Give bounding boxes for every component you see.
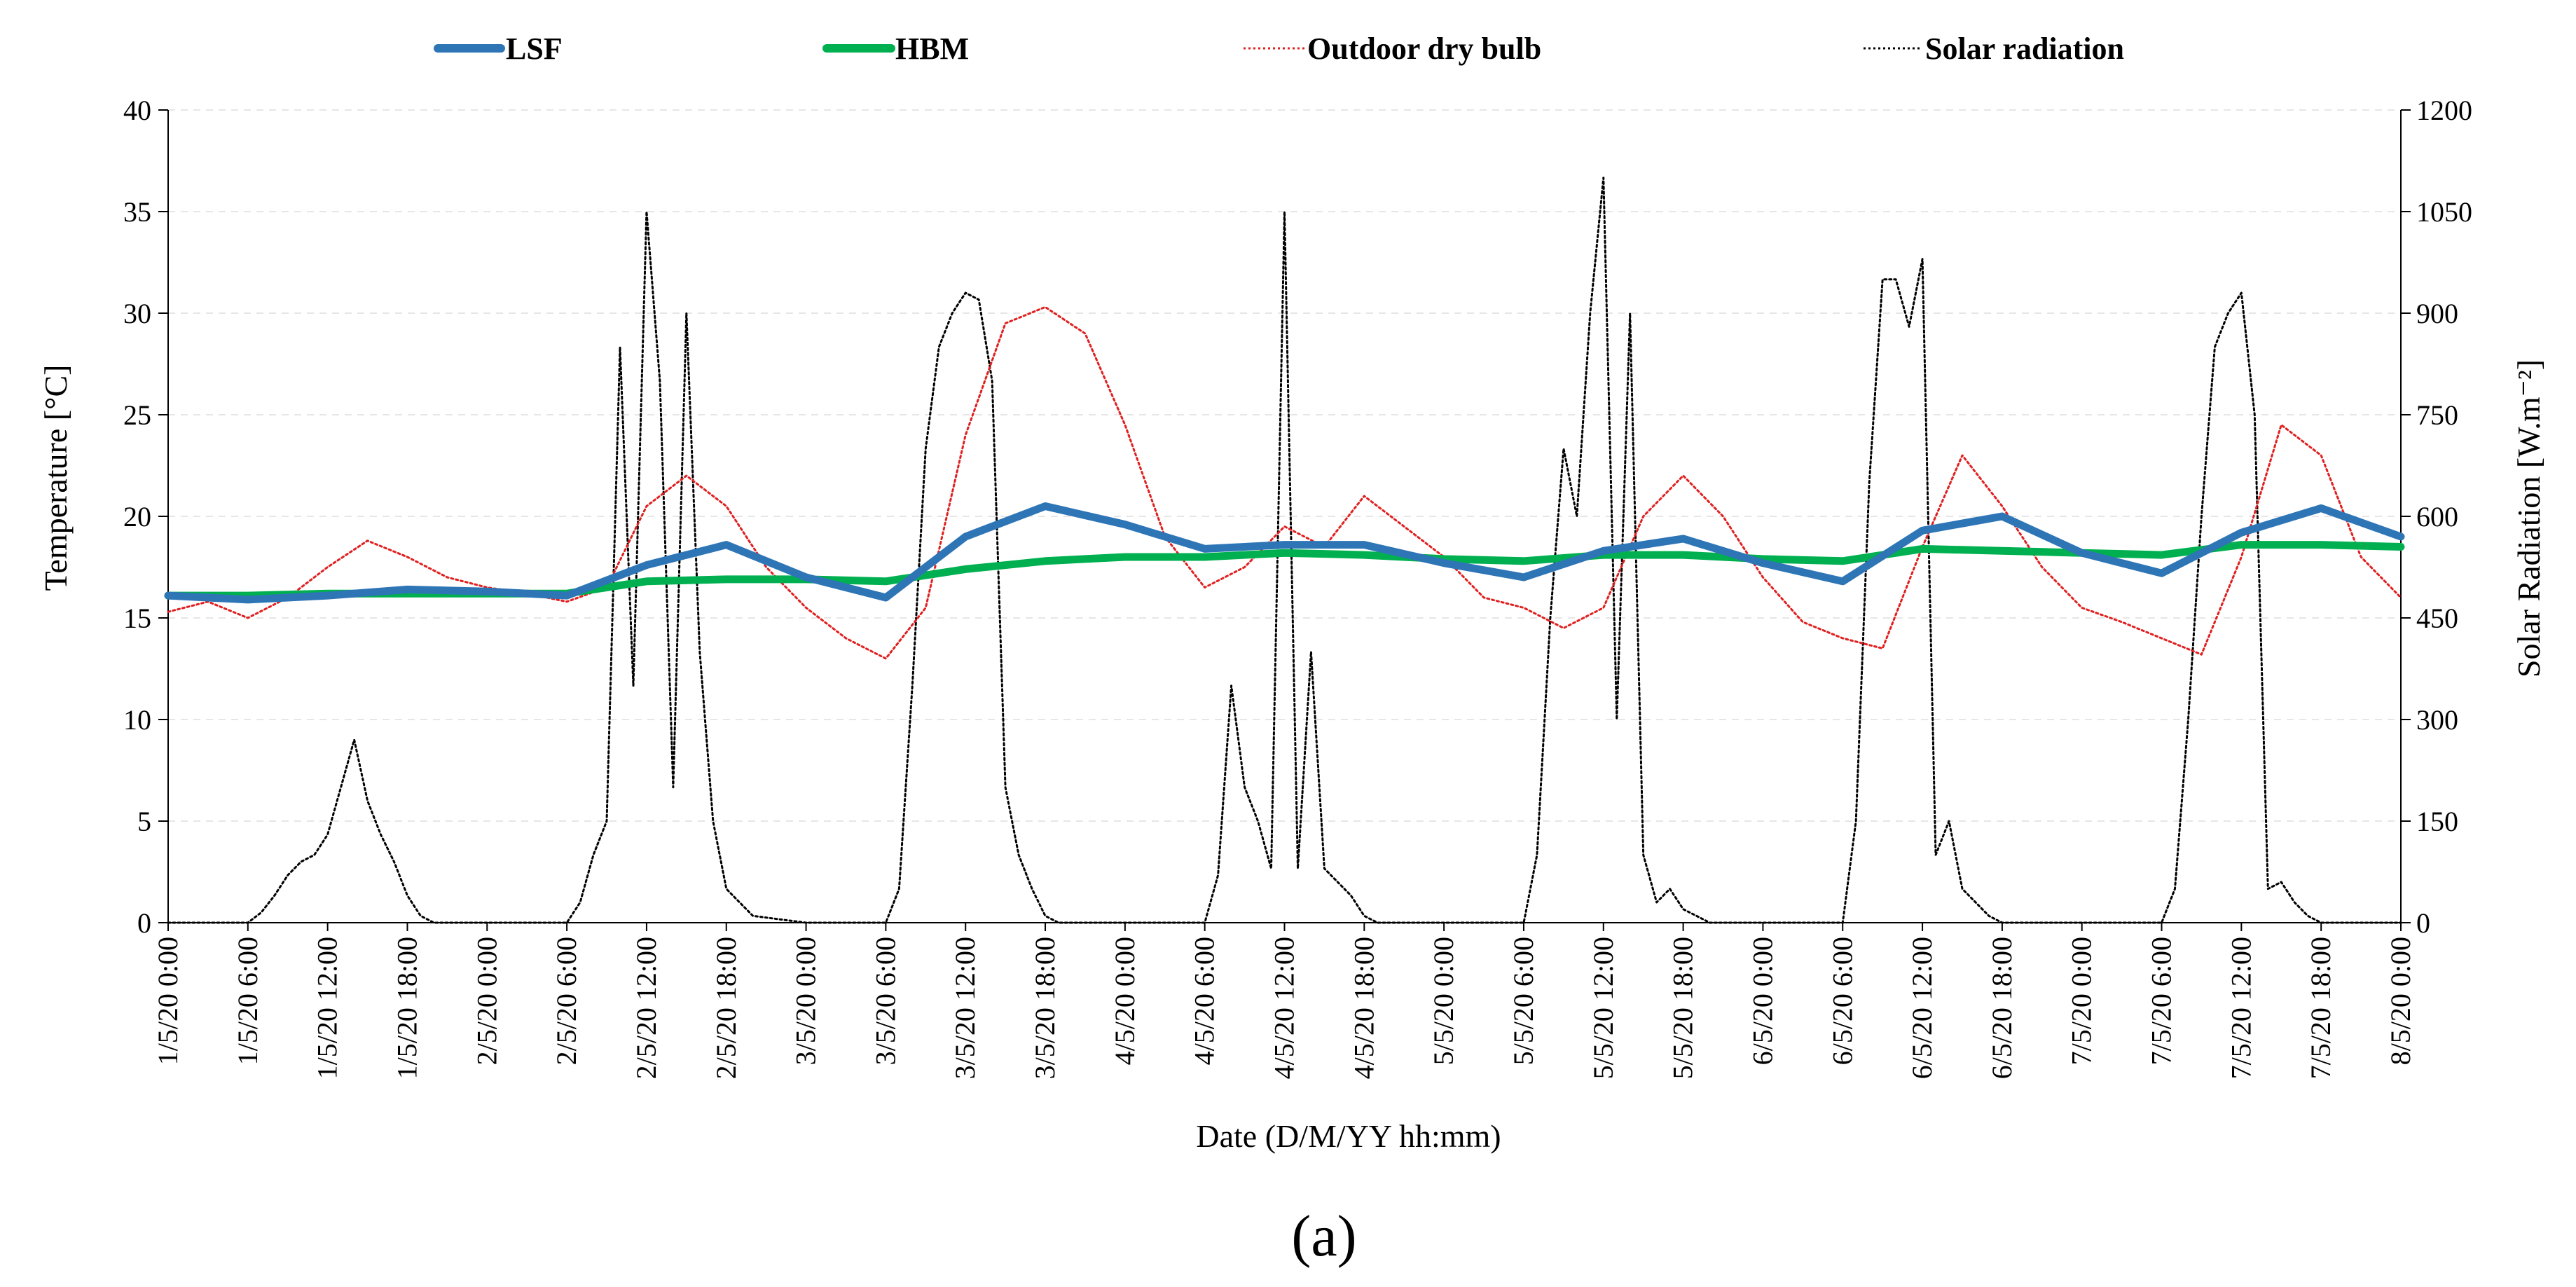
x-tick-label: 1/5/20 12:00 xyxy=(312,937,343,1079)
y-tick-label: 25 xyxy=(123,399,151,431)
x-tick-label: 2/5/20 12:00 xyxy=(631,937,662,1079)
x-axis-title: Date (D/M/YY hh:mm) xyxy=(1196,1118,1501,1154)
legend-item-solar-radiation: Solar radiation xyxy=(1864,32,2124,66)
x-tick-label: 8/5/20 0:00 xyxy=(2385,937,2416,1065)
x-tick-label: 1/5/20 18:00 xyxy=(391,937,422,1079)
x-tick-label: 4/5/20 18:00 xyxy=(1348,937,1379,1079)
x-tick-label: 3/5/20 6:00 xyxy=(869,937,901,1065)
x-tick-label: 7/5/20 6:00 xyxy=(2146,937,2177,1065)
y-tick-label: 30 xyxy=(123,298,151,329)
left-y-axis-ticks: 0 5 10 15 20 25 30 35 40 xyxy=(123,95,151,939)
x-tick-label: 3/5/20 12:00 xyxy=(949,937,981,1079)
series-line-solar-radiation xyxy=(167,177,2402,924)
y2-tick-label: 600 xyxy=(2416,501,2458,532)
y2-axis-title: Solar Radiation [W.m⁻²] xyxy=(2511,359,2547,677)
x-tick-label: 2/5/20 18:00 xyxy=(710,937,742,1079)
y2-tick-label: 1050 xyxy=(2416,196,2472,228)
x-tick-label: 6/5/20 12:00 xyxy=(1906,937,1938,1079)
x-tick-label: 5/5/20 18:00 xyxy=(1667,937,1699,1079)
legend-label-outdoor-dry-bulb: Outdoor dry bulb xyxy=(1307,32,1541,66)
series xyxy=(164,177,2405,924)
right-y-axis-ticks: 0 150 300 450 600 750 900 1050 1200 xyxy=(2416,95,2472,939)
y2-tick-label: 1200 xyxy=(2416,95,2472,126)
legend-item-lsf: LSF xyxy=(434,32,563,66)
y2-tick-label: 150 xyxy=(2416,806,2458,837)
y-tick-label: 35 xyxy=(123,196,151,228)
y-tick-label: 40 xyxy=(123,95,151,126)
x-tick-label: 3/5/20 0:00 xyxy=(790,937,822,1065)
x-tick-label: 3/5/20 18:00 xyxy=(1029,937,1061,1079)
y-tick-label: 10 xyxy=(123,704,151,736)
x-tick-label: 7/5/20 12:00 xyxy=(2225,937,2257,1079)
x-tick-label: 5/5/20 0:00 xyxy=(1428,937,1459,1065)
legend-label-hbm: HBM xyxy=(895,32,969,66)
x-tick-label: 5/5/20 6:00 xyxy=(1508,937,1539,1065)
x-tick-label: 4/5/20 0:00 xyxy=(1109,937,1141,1065)
y2-tick-label: 750 xyxy=(2416,399,2458,431)
y2-tick-label: 900 xyxy=(2416,298,2458,329)
legend: LSF HBM Outdoor dry bulb Solar radiation xyxy=(434,32,2124,66)
x-tick-label: 2/5/20 6:00 xyxy=(551,937,582,1065)
y2-tick-label: 450 xyxy=(2416,603,2458,634)
x-tick-label: 2/5/20 0:00 xyxy=(471,937,502,1065)
legend-item-hbm: HBM xyxy=(822,32,969,66)
x-tick-label: 6/5/20 6:00 xyxy=(1826,937,1858,1065)
x-axis-ticks: 1/5/20 0:00 1/5/20 6:00 1/5/20 12:00 1/5/20… xyxy=(152,937,2416,1079)
y-tick-label: 0 xyxy=(137,907,151,939)
x-tick-label: 4/5/20 6:00 xyxy=(1189,937,1220,1065)
series-line-lsf xyxy=(164,502,2405,604)
x-tick-label: 4/5/20 12:00 xyxy=(1269,937,1300,1079)
y2-tick-label: 300 xyxy=(2416,704,2458,736)
x-tick-label: 1/5/20 0:00 xyxy=(152,937,184,1065)
y-axis-title: Temperature [°C] xyxy=(38,365,74,591)
x-tick-label: 7/5/20 0:00 xyxy=(2066,937,2098,1065)
legend-label-solar-radiation: Solar radiation xyxy=(1925,32,2124,66)
figure-caption: (a) xyxy=(1291,1204,1356,1269)
x-tick-label: 6/5/20 0:00 xyxy=(1747,937,1778,1065)
legend-label-lsf: LSF xyxy=(506,32,563,66)
x-tick-label: 1/5/20 6:00 xyxy=(232,937,263,1065)
y-tick-label: 15 xyxy=(123,603,151,634)
x-tick-label: 7/5/20 18:00 xyxy=(2305,937,2336,1079)
y-tick-label: 5 xyxy=(137,806,151,837)
x-tick-label: 6/5/20 18:00 xyxy=(1986,937,2018,1079)
y-tick-label: 20 xyxy=(123,501,151,532)
legend-item-outdoor-dry-bulb: Outdoor dry bulb xyxy=(1244,32,1541,66)
x-tick-label: 5/5/20 12:00 xyxy=(1587,937,1619,1079)
y2-tick-label: 0 xyxy=(2416,907,2430,939)
